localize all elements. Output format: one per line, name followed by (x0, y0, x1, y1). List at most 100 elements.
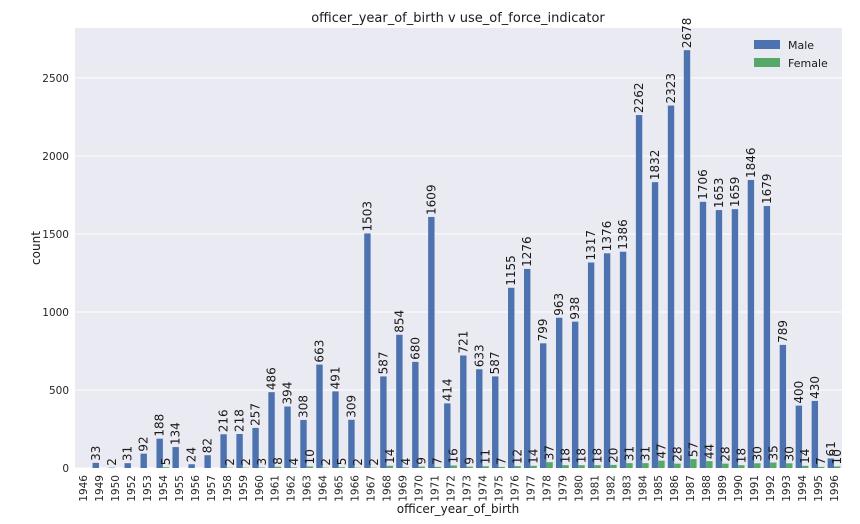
data-label: 2 (367, 458, 381, 466)
data-label: 308 (297, 395, 311, 418)
bar-female (306, 466, 314, 468)
bar-male (811, 400, 819, 468)
data-label: 1653 (712, 178, 726, 209)
data-label: 1679 (760, 173, 774, 204)
legend-label-female: Female (788, 57, 828, 70)
data-label: 35 (766, 445, 780, 460)
data-label: 30 (750, 446, 764, 461)
legend-swatch-female (754, 58, 780, 67)
bar-male (252, 427, 259, 468)
bar-male (284, 406, 291, 468)
data-label: 10 (830, 449, 844, 464)
data-label: 633 (472, 344, 486, 367)
x-tick-label: 1991 (749, 475, 761, 502)
bar-female (274, 466, 282, 468)
bar-male (779, 344, 787, 468)
x-tick-label: 1955 (174, 475, 186, 502)
data-label: 1376 (600, 221, 614, 252)
bar-male (508, 287, 515, 468)
y-tick-label: 2500 (42, 73, 69, 85)
bar-male (172, 447, 179, 468)
x-axis-label: officer_year_of_birth (397, 502, 519, 516)
bar-male (380, 376, 387, 468)
x-tick-label: 1980 (573, 475, 585, 502)
bar-male (715, 210, 723, 468)
data-label: 2678 (680, 18, 694, 49)
data-label: 400 (792, 381, 806, 404)
data-label: 854 (392, 310, 406, 333)
data-label: 309 (344, 395, 358, 418)
x-tick-label: 1953 (142, 475, 154, 502)
data-label: 8 (271, 457, 285, 465)
bar-male (124, 463, 131, 468)
x-tick-label: 1965 (334, 475, 346, 502)
x-tick-label: 1967 (366, 475, 378, 502)
x-tick-label: 1966 (350, 475, 362, 502)
x-tick-label: 1962 (286, 475, 298, 502)
bar-male (364, 233, 371, 468)
data-label: 1386 (616, 219, 630, 250)
data-label: 414 (440, 378, 454, 401)
x-tick-label: 1950 (110, 475, 122, 502)
bar-male (92, 462, 99, 468)
bar-female (738, 465, 745, 468)
legend: Male Female (754, 39, 828, 70)
y-tick-label: 2000 (42, 151, 69, 163)
bar-female (802, 465, 809, 468)
x-tick-label: 1949 (94, 475, 106, 502)
data-label: 37 (543, 445, 557, 460)
x-tick-label: 1993 (781, 475, 793, 502)
data-label: 11 (479, 449, 493, 464)
bar-female (626, 463, 633, 468)
x-tick-label: 1963 (302, 475, 314, 502)
bar-male (619, 251, 627, 468)
x-tick-label: 1987 (685, 475, 697, 502)
data-label: 7 (814, 457, 828, 465)
data-label: 2 (223, 458, 237, 466)
x-tick-label: 1960 (254, 475, 266, 502)
data-label: 14 (383, 449, 397, 464)
data-label: 2 (105, 458, 119, 466)
y-tick-label: 1000 (42, 307, 69, 319)
x-tick-label: 1952 (126, 475, 138, 502)
bar-male (795, 405, 803, 468)
plot-background (75, 28, 842, 468)
bar-male (603, 253, 611, 468)
bar-male (587, 262, 595, 468)
data-label: 92 (137, 436, 151, 451)
bar-male (412, 361, 419, 468)
x-tick-label: 1968 (382, 475, 394, 502)
data-label: 2323 (664, 73, 678, 104)
bar-male (635, 115, 643, 468)
x-tick-label: 1990 (733, 475, 745, 502)
bar-female (514, 466, 521, 468)
legend-label-male: Male (788, 39, 814, 52)
data-label: 680 (408, 337, 422, 360)
x-axis-ticks: 1946 1949 1950 1952 1953 1954 1955 1956 1957 1958… (78, 475, 841, 502)
bar-male (428, 216, 435, 468)
x-tick-label: 1973 (461, 475, 473, 502)
y-tick-label: 0 (62, 463, 69, 475)
data-label: 18 (575, 448, 589, 463)
data-label: 82 (201, 438, 215, 453)
data-label: 3 (255, 458, 269, 466)
bar-female (386, 465, 393, 468)
y-axis-ticks: 0 500 1000 1500 2000 2500 (42, 73, 69, 475)
bar-female (482, 466, 489, 468)
data-label: 134 (169, 422, 183, 445)
bar-male (699, 201, 707, 468)
x-tick-label: 1989 (717, 475, 729, 502)
bar-female (466, 466, 473, 468)
x-tick-label: 1956 (190, 475, 202, 502)
data-label: 47 (654, 443, 668, 458)
data-label: 28 (670, 446, 684, 461)
bar-female (578, 465, 585, 468)
x-tick-label: 1977 (525, 475, 537, 502)
x-tick-label: 1988 (701, 475, 713, 502)
bar-male (731, 209, 739, 469)
bar-male (268, 392, 275, 468)
data-label: 20 (606, 448, 620, 463)
x-tick-label: 1970 (414, 475, 426, 502)
data-label: 30 (782, 446, 796, 461)
